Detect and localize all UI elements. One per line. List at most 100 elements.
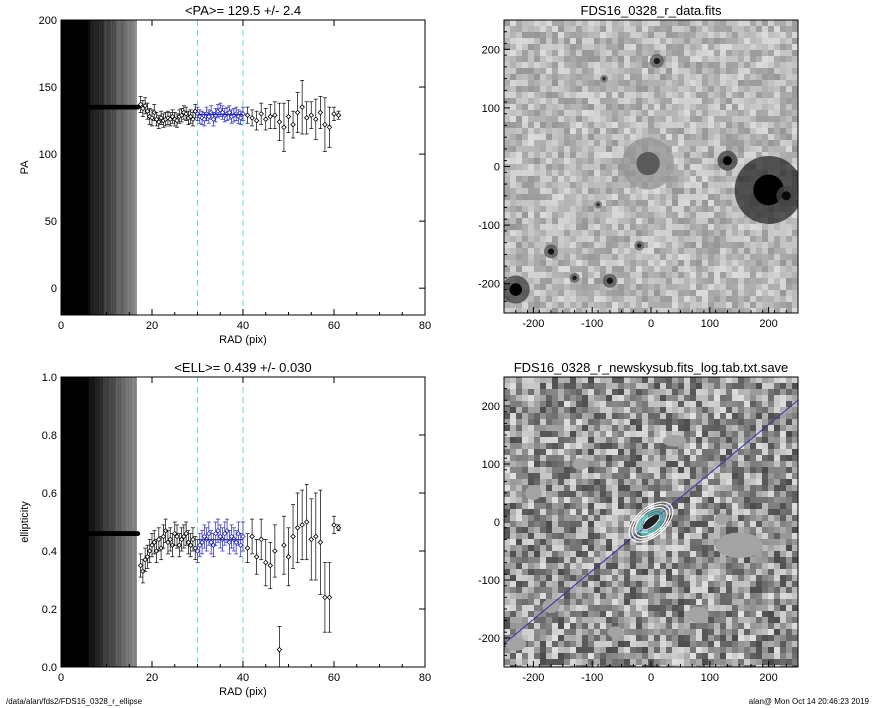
pixel (678, 497, 684, 503)
pixel (552, 389, 558, 395)
pixel (612, 308, 618, 313)
data-point (210, 542, 217, 548)
pixel (708, 383, 714, 389)
pixel (582, 164, 588, 170)
pixel (732, 20, 738, 26)
pixel (510, 413, 516, 419)
data-point (165, 539, 171, 546)
pixel (714, 206, 720, 212)
pixel (714, 146, 720, 152)
pixel (690, 455, 696, 461)
pixel (606, 242, 612, 248)
pixel (642, 284, 648, 290)
pixel (546, 389, 552, 395)
pixel (744, 467, 750, 473)
pixel (528, 425, 534, 431)
pixel (630, 479, 636, 485)
pixel (588, 98, 594, 104)
pixel (738, 152, 744, 158)
pixel (540, 485, 546, 491)
pixel (744, 419, 750, 425)
pixel (666, 425, 672, 431)
pixel (558, 383, 564, 389)
pixel (570, 533, 576, 539)
pixel (618, 551, 624, 557)
pixel (552, 152, 558, 158)
pixel (654, 401, 660, 407)
pixel (600, 449, 606, 455)
pixel (516, 521, 522, 527)
pixel (618, 206, 624, 212)
pixel (594, 188, 600, 194)
pixel (510, 242, 516, 248)
pixel (588, 224, 594, 230)
pixel (780, 515, 786, 521)
pixel (564, 170, 570, 176)
pixel (654, 92, 660, 98)
pixel (558, 122, 564, 128)
pixel (564, 290, 570, 296)
pixel (636, 437, 642, 443)
pixel (624, 68, 630, 74)
inner-strip (124, 377, 127, 667)
pixel (558, 206, 564, 212)
source-core (636, 151, 660, 176)
pixel (792, 20, 798, 26)
pixel (792, 443, 798, 449)
pixel (732, 242, 738, 248)
pixel (768, 401, 774, 407)
inner-strip (101, 20, 103, 315)
pixel (552, 200, 558, 206)
pixel (564, 254, 570, 260)
pixel (552, 533, 558, 539)
pixel (720, 437, 726, 443)
pixel (594, 68, 600, 74)
pixel (738, 20, 744, 26)
pixel (522, 407, 528, 413)
pixel (642, 383, 648, 389)
pixel (702, 68, 708, 74)
pixel (690, 110, 696, 116)
inner-strip (101, 377, 103, 667)
pixel (792, 32, 798, 38)
pixel (642, 260, 648, 266)
pixel (690, 377, 696, 383)
pixel (774, 533, 780, 539)
pixel (570, 407, 576, 413)
pixel (786, 515, 792, 521)
pixel (762, 539, 768, 545)
pixel (552, 122, 558, 128)
pixel (738, 230, 744, 236)
pixel (684, 284, 690, 290)
pixel (654, 389, 660, 395)
pixel (708, 62, 714, 68)
pixel (552, 170, 558, 176)
pixel (792, 122, 798, 128)
inner-strip (92, 20, 95, 315)
pixel (732, 308, 738, 313)
pixel (696, 497, 702, 503)
pixel (732, 50, 738, 56)
pixel (732, 503, 738, 509)
pixel (678, 455, 684, 461)
pixel (750, 116, 756, 122)
pixel (732, 284, 738, 290)
pixel (696, 296, 702, 302)
inner-strip (111, 377, 114, 667)
pixel (576, 206, 582, 212)
pixel (654, 497, 660, 503)
pixel (768, 473, 774, 479)
pixel (528, 86, 534, 92)
pixel (636, 515, 642, 521)
pixel (768, 92, 774, 98)
pixel (786, 104, 792, 110)
pixel (666, 485, 672, 491)
pixel (666, 32, 672, 38)
pixel (708, 170, 714, 176)
pixel (522, 437, 528, 443)
pixel (744, 116, 750, 122)
pixel (768, 467, 774, 473)
pixel (540, 302, 546, 308)
pixel (744, 254, 750, 260)
data-point (156, 119, 162, 125)
